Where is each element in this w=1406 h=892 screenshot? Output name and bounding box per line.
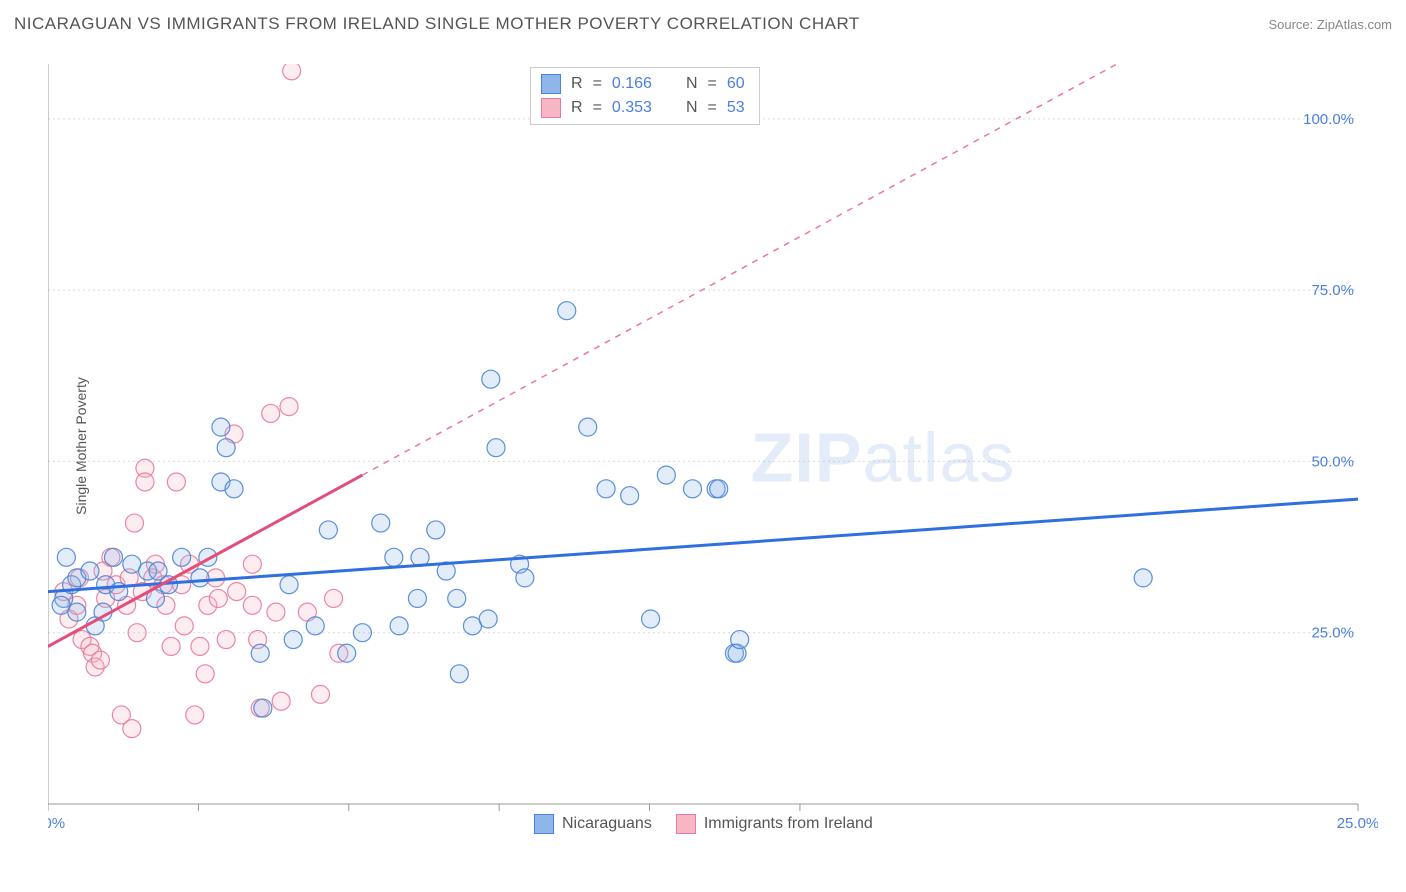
swatch-pink-2	[676, 814, 696, 834]
chart-title: NICARAGUAN VS IMMIGRANTS FROM IRELAND SI…	[14, 14, 860, 34]
swatch-pink	[541, 98, 561, 118]
stats-N-label: N	[686, 75, 698, 93]
legend-label-pink: Immigrants from Ireland	[704, 815, 873, 833]
stats-R-label-2: R	[571, 99, 583, 117]
svg-text:100.0%: 100.0%	[1303, 111, 1354, 128]
stats-R-blue: 0.166	[612, 75, 652, 93]
legend-item-pink: Immigrants from Ireland	[676, 814, 873, 834]
legend-item-blue: Nicaraguans	[534, 814, 652, 834]
series-legend: Nicaraguans Immigrants from Ireland	[534, 814, 873, 834]
stats-legend: R = 0.166 N = 60 R = 0.353 N = 53	[530, 67, 760, 125]
scatter-plot-svg: 25.0% 50.0% 75.0% 100.0% 0.0% 25.0% ZIPatlas	[48, 64, 1378, 834]
stats-row-pink: R = 0.353 N = 53	[541, 96, 745, 120]
stats-N-pink: 53	[727, 99, 745, 117]
svg-text:ZIPatlas: ZIPatlas	[751, 418, 1016, 496]
legend-label-blue: Nicaraguans	[562, 815, 652, 833]
plot-area: 25.0% 50.0% 75.0% 100.0% 0.0% 25.0% ZIPatlas R…	[48, 64, 1378, 834]
stats-row-blue: R = 0.166 N = 60	[541, 72, 745, 96]
swatch-blue-2	[534, 814, 554, 834]
stats-R-pink: 0.353	[612, 99, 652, 117]
stats-N-blue: 60	[727, 75, 745, 93]
stats-equals-4: =	[708, 99, 717, 117]
stats-R-label: R	[571, 75, 583, 93]
stats-equals-3: =	[593, 99, 602, 117]
stats-equals-2: =	[708, 75, 717, 93]
svg-text:75.0%: 75.0%	[1311, 282, 1354, 299]
swatch-blue	[541, 74, 561, 94]
svg-text:25.0%: 25.0%	[1311, 625, 1354, 642]
stats-equals: =	[593, 75, 602, 93]
svg-text:25.0%: 25.0%	[1337, 815, 1378, 832]
stats-N-label-2: N	[686, 99, 698, 117]
svg-text:50.0%: 50.0%	[1311, 453, 1354, 470]
svg-text:0.0%: 0.0%	[48, 815, 65, 832]
source-label: Source: ZipAtlas.com	[1268, 17, 1392, 32]
